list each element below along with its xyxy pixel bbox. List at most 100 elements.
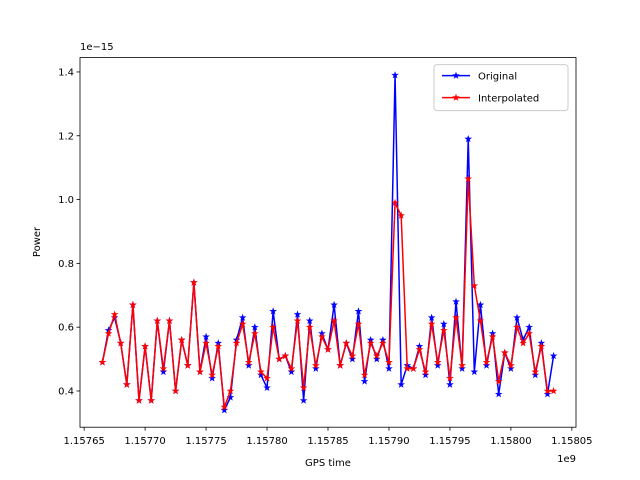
marker xyxy=(281,351,290,360)
y-axis-label: Power xyxy=(32,226,43,257)
marker xyxy=(525,329,533,337)
marker xyxy=(299,396,308,404)
marker xyxy=(208,374,216,382)
marker xyxy=(196,367,204,376)
marker xyxy=(488,332,497,340)
marker xyxy=(549,351,558,360)
marker xyxy=(269,307,277,315)
marker xyxy=(159,367,168,376)
marker xyxy=(427,313,436,321)
marker xyxy=(403,364,412,372)
marker xyxy=(208,371,216,379)
x-tick-label: 1.15800 xyxy=(490,436,531,447)
marker xyxy=(391,198,399,206)
marker xyxy=(494,390,503,398)
marker xyxy=(397,211,405,219)
y-tick-label: 0.6 xyxy=(58,323,74,334)
marker xyxy=(116,339,125,347)
marker xyxy=(171,386,180,395)
y-tick-label: 1.0 xyxy=(58,195,74,206)
marker xyxy=(440,319,448,328)
marker xyxy=(476,300,485,309)
marker xyxy=(318,332,326,340)
marker xyxy=(293,316,302,325)
marker xyxy=(513,313,521,321)
marker xyxy=(342,339,351,347)
marker xyxy=(257,367,265,376)
marker xyxy=(354,319,363,328)
x-tick-label: 1.15805 xyxy=(551,436,592,447)
y-tick-label: 0.4 xyxy=(58,386,74,397)
marker xyxy=(141,342,149,350)
marker xyxy=(348,355,357,363)
marker xyxy=(372,351,381,360)
marker xyxy=(440,326,448,334)
y-tick-label: 0.8 xyxy=(58,259,74,270)
marker xyxy=(269,323,277,331)
marker xyxy=(244,358,253,366)
marker xyxy=(305,316,314,325)
y-offset-label: 1e−15 xyxy=(80,42,114,53)
x-tick-label: 1.15790 xyxy=(368,436,409,447)
x-tick-label: 1.15795 xyxy=(429,436,470,447)
marker xyxy=(482,358,491,366)
marker xyxy=(202,332,210,340)
marker xyxy=(330,316,338,325)
legend-marker xyxy=(452,93,460,101)
marker xyxy=(336,361,344,369)
marker xyxy=(452,313,460,321)
marker xyxy=(470,367,479,376)
marker xyxy=(531,367,540,376)
marker xyxy=(147,396,156,404)
x-tick-label: 1.15785 xyxy=(307,436,348,447)
marker xyxy=(464,134,473,143)
marker xyxy=(421,367,430,376)
marker xyxy=(427,319,436,328)
marker xyxy=(513,323,521,331)
marker xyxy=(464,174,473,183)
marker xyxy=(397,380,405,388)
marker xyxy=(159,364,168,372)
marker xyxy=(385,364,393,372)
marker xyxy=(238,319,247,328)
marker xyxy=(153,316,162,325)
legend-marker xyxy=(452,71,460,79)
marker xyxy=(446,374,454,382)
marker xyxy=(482,361,491,369)
x-tick-label: 1.15770 xyxy=(124,436,165,447)
marker xyxy=(500,348,509,356)
marker xyxy=(129,300,137,309)
marker xyxy=(543,386,552,395)
marker xyxy=(263,383,271,392)
marker xyxy=(476,316,485,325)
marker xyxy=(415,345,424,353)
marker xyxy=(190,278,198,286)
marker xyxy=(372,355,381,363)
marker xyxy=(366,339,375,347)
marker xyxy=(525,323,533,331)
marker xyxy=(214,342,223,350)
marker xyxy=(104,329,113,337)
marker xyxy=(312,361,320,369)
x-tick-label: 1.15780 xyxy=(246,436,287,447)
marker xyxy=(549,386,558,395)
marker xyxy=(293,310,302,318)
marker xyxy=(409,364,418,372)
marker xyxy=(537,342,546,350)
marker xyxy=(275,355,284,363)
marker xyxy=(324,345,332,353)
marker xyxy=(458,361,466,369)
marker xyxy=(183,361,192,369)
marker xyxy=(433,361,442,369)
marker xyxy=(263,374,271,382)
marker xyxy=(507,361,515,369)
marker xyxy=(330,300,338,309)
legend-label: Interpolated xyxy=(478,94,539,105)
marker xyxy=(232,339,241,347)
marker xyxy=(226,386,235,395)
marker xyxy=(348,351,357,360)
legend-label: Original xyxy=(478,72,517,83)
marker xyxy=(251,329,259,337)
marker xyxy=(470,281,479,289)
